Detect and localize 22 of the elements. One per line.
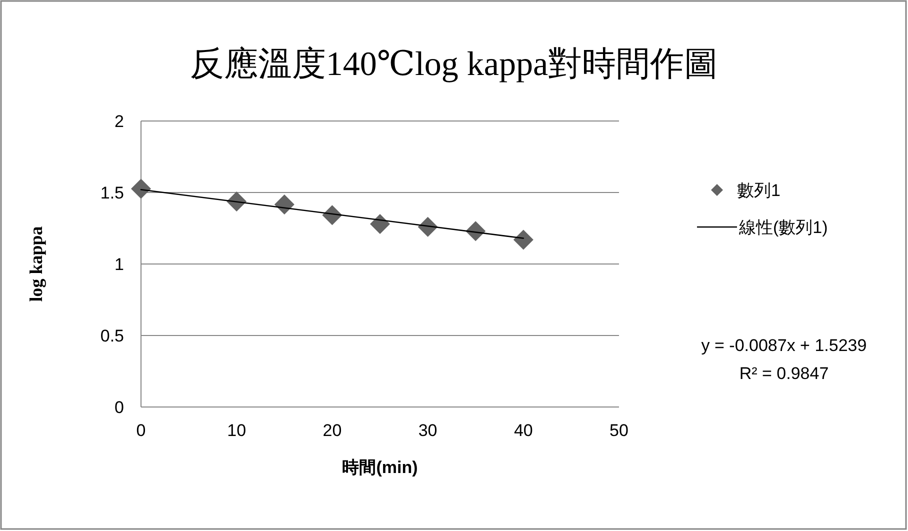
y-tick-label: 1 [114, 255, 124, 274]
y-tick-label: 0.5 [100, 326, 124, 346]
x-tick-label: 20 [322, 421, 342, 440]
point [274, 194, 294, 215]
y-tick-label: 2 [114, 112, 124, 131]
x-tick-label: 50 [610, 421, 628, 440]
x-tick-label: 30 [418, 421, 438, 440]
legend-label: 線性(數列1) [738, 218, 828, 237]
x-axis-title: 時間(min) [342, 458, 418, 477]
y-tick-label: 0 [114, 398, 124, 417]
legend-label: 數列1 [737, 181, 780, 200]
point [131, 178, 151, 199]
x-tick-label: 40 [514, 421, 533, 440]
y-tick-label: 1.5 [100, 184, 124, 202]
point [370, 214, 390, 234]
x-tick-label: 0 [136, 421, 146, 440]
x-tick-label: 10 [227, 421, 246, 440]
chart-title: 反應溫度140℃log kappa對時間作圖 [190, 46, 718, 83]
point [513, 230, 534, 250]
text: R² = 0.9847 [739, 364, 829, 383]
text: y = -0.0087x + 1.5239 [701, 336, 867, 355]
y-axis-title: log kappa [26, 226, 46, 302]
